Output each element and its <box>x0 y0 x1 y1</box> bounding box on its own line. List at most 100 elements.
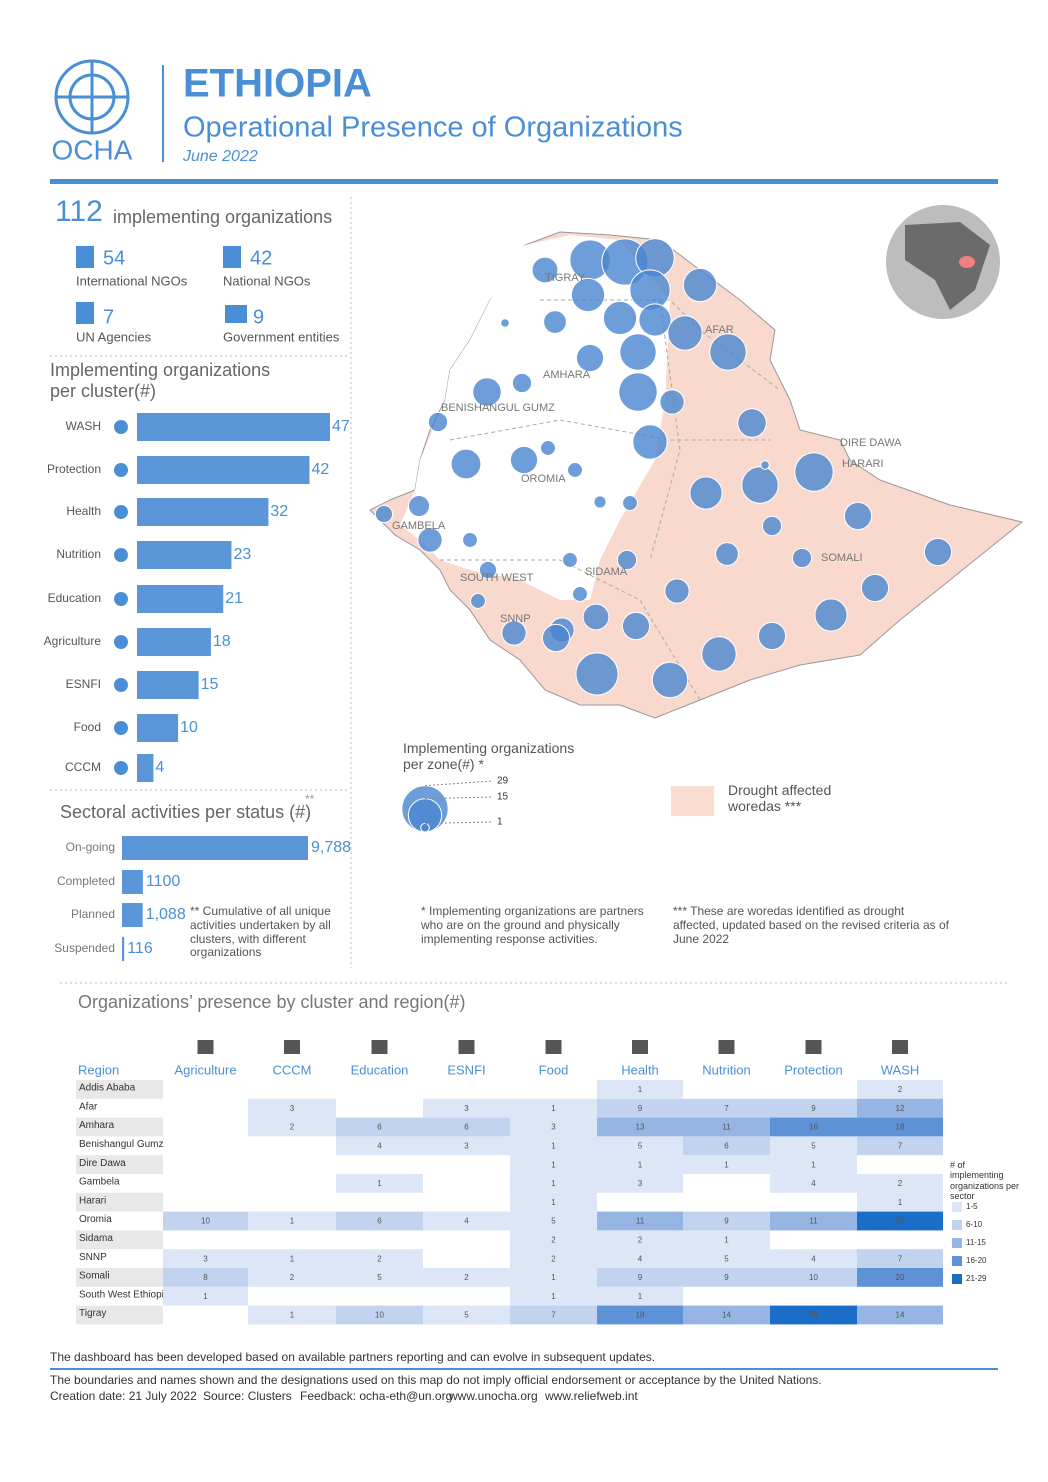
zone-bubble <box>632 424 668 460</box>
title: ETHIOPIA <box>183 62 372 106</box>
region-label: GAMBELA <box>392 520 446 532</box>
zone-bubble <box>638 303 672 337</box>
region-label: SOMALI <box>821 552 863 564</box>
cell-label: 11 <box>722 1123 731 1132</box>
heat-cell <box>683 1155 770 1174</box>
bar <box>122 903 143 927</box>
cell-label: 6 <box>377 1217 382 1226</box>
cell-label: 2 <box>464 1273 469 1282</box>
row-band <box>76 1155 163 1174</box>
cell-label: 20 <box>896 1273 905 1282</box>
heat-cell <box>597 1080 683 1099</box>
heat-cell <box>510 1174 597 1193</box>
cell-label: 4 <box>377 1142 382 1151</box>
legend-label: 1 <box>497 817 503 828</box>
heat-cell <box>510 1192 597 1212</box>
column-icon <box>197 1040 214 1054</box>
zone-bubble <box>682 267 718 303</box>
column-label: CCCM <box>273 1062 312 1077</box>
heat-cell <box>857 1192 943 1212</box>
category-label: Planned <box>71 907 115 921</box>
row-label: Somali <box>79 1271 110 1282</box>
cell-label: 14 <box>896 1311 905 1320</box>
value-label: 23 <box>233 546 251 563</box>
region-label: HARARI <box>842 458 884 470</box>
zone-bubble <box>760 460 770 470</box>
date: June 2022 <box>182 148 258 165</box>
cell-label: 3 <box>290 1104 295 1113</box>
map-note: * Implementing organizations are partner… <box>421 904 644 946</box>
column-label: Nutrition <box>702 1062 750 1077</box>
cell-label: 9 <box>724 1273 729 1282</box>
zone-bubble <box>567 462 583 478</box>
cell-label: 25 <box>896 1217 905 1226</box>
cell-label: 14 <box>722 1311 731 1320</box>
zone-bubble <box>814 598 848 632</box>
cell-label: 7 <box>898 1254 903 1263</box>
heat-cell <box>857 1211 943 1231</box>
heat-cell <box>683 1268 770 1287</box>
heat-cell <box>510 1305 597 1325</box>
legend-label: 11-15 <box>966 1238 986 1247</box>
category-label: WASH <box>65 419 101 433</box>
heat-cell <box>597 1117 683 1137</box>
heat-cell <box>336 1174 423 1193</box>
cell-label: 2 <box>898 1085 903 1094</box>
cell-label: 4 <box>811 1179 816 1188</box>
heat-cell <box>597 1211 683 1231</box>
zone-bubble <box>427 411 449 433</box>
heat-cell <box>683 1230 770 1250</box>
heat-cell <box>248 1268 336 1287</box>
cell-label: 5 <box>724 1254 729 1263</box>
cell-label: 2 <box>290 1123 295 1132</box>
zone-bubble <box>621 611 651 641</box>
cell-label: 5 <box>551 1217 556 1226</box>
legend-label: 16-20 <box>966 1256 987 1265</box>
zone-bubble <box>619 333 657 371</box>
zone-bubble <box>602 300 638 336</box>
zone-bubble <box>511 372 533 394</box>
heat-cell <box>423 1098 510 1118</box>
row-label: Amhara <box>79 1120 114 1131</box>
zone-bubble <box>593 495 607 509</box>
heat-cell <box>597 1230 683 1250</box>
legend-leader <box>424 780 493 787</box>
value-label: 9,788 <box>311 839 351 856</box>
heat-cell <box>770 1305 857 1325</box>
cluster-icon <box>114 678 128 692</box>
cluster-icon <box>114 635 128 649</box>
value-label: 47 <box>332 418 350 435</box>
heat-cell <box>597 1305 683 1325</box>
row-band <box>76 1117 163 1137</box>
map-note: *** These are woredas identified as drou… <box>673 904 949 946</box>
cell-label: 2 <box>377 1254 382 1263</box>
heat-cell <box>510 1230 597 1250</box>
cell-label: 2 <box>551 1236 556 1245</box>
heat-cell <box>683 1117 770 1137</box>
cell-label: 3 <box>551 1123 556 1132</box>
zone-bubble <box>715 542 739 566</box>
cell-label: 1 <box>724 1236 729 1245</box>
value-label: 10 <box>180 719 198 736</box>
cell-label: 4 <box>464 1217 469 1226</box>
heat-cell <box>857 1249 943 1268</box>
heat-cell <box>857 1098 943 1118</box>
category-label: Agriculture <box>44 634 102 648</box>
value-label: 18 <box>213 633 231 650</box>
zone-bubble <box>570 277 606 313</box>
summary-value: 7 <box>103 306 114 328</box>
row-label: Benishangul Gumz <box>79 1139 164 1150</box>
heat-cell <box>597 1268 683 1287</box>
legend-label: 1-5 <box>966 1202 978 1211</box>
cell-label: 9 <box>811 1104 816 1113</box>
summary-label: Government entities <box>223 329 340 344</box>
heat-cell <box>163 1211 248 1231</box>
cell-label: 2 <box>898 1179 903 1188</box>
value-label: 1,088 <box>146 906 186 923</box>
cell-label: 4 <box>811 1254 816 1263</box>
column-icon <box>632 1040 648 1054</box>
map-legend-title: Implementing organizations per zone(#) * <box>403 740 575 773</box>
heat-cell <box>683 1136 770 1156</box>
zone-bubble <box>629 269 671 311</box>
heat-cell <box>597 1286 683 1306</box>
